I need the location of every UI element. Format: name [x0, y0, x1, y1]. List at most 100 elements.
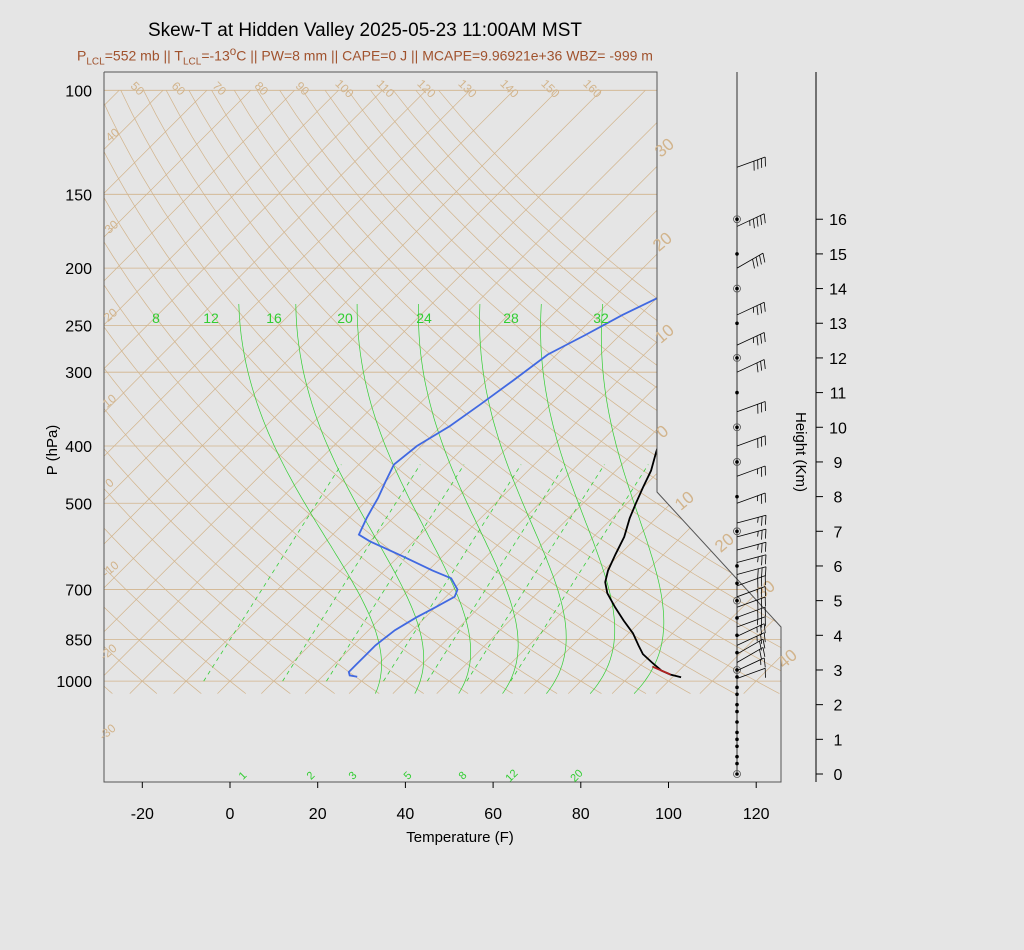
barb-shaft — [736, 657, 765, 671]
barb-shaft — [736, 465, 766, 477]
barb-flag — [763, 657, 766, 668]
height-axis-label: Height (Km) — [792, 412, 809, 492]
pressure-tick-200: 200 — [65, 261, 92, 278]
height-marker-dot — [735, 581, 739, 586]
barb-flag — [756, 362, 759, 373]
isotherm-line — [104, 90, 427, 694]
dry-adiabat — [370, 90, 781, 694]
isotherm-line — [104, 90, 383, 694]
isotherm-line — [104, 90, 471, 694]
isotherm-label: 20 — [649, 228, 676, 255]
barb-shaft — [736, 401, 766, 413]
x-tick-100: 100 — [655, 806, 682, 823]
barb-shaft — [736, 616, 766, 628]
barb-shaft — [736, 514, 767, 524]
dry-adiabat-label: 90 — [293, 79, 313, 99]
wind-barb — [736, 575, 766, 588]
height-marker-dot — [735, 356, 739, 360]
wind-barb — [736, 566, 767, 579]
dry-adiabat — [104, 90, 736, 694]
subtitle-deg: o — [229, 45, 237, 58]
isotherm-line — [104, 90, 646, 694]
dry-adiabat — [104, 90, 335, 694]
height-tick-16: 16 — [829, 212, 847, 229]
height-tick-5: 5 — [834, 594, 843, 611]
dry-adiabat-label: 80 — [252, 79, 272, 99]
barb-flag — [761, 516, 763, 526]
height-tick-11: 11 — [830, 386, 847, 403]
height-tick-13: 13 — [829, 316, 847, 333]
height-tick-6: 6 — [834, 559, 843, 576]
height-marker-dot — [735, 494, 739, 499]
isotherm-label: 10 — [651, 320, 678, 347]
dry-adiabat — [104, 90, 158, 694]
dry-adiabat-label: 60 — [169, 79, 189, 99]
barb-shaft — [736, 606, 766, 618]
barb-shaft — [736, 541, 767, 551]
isotherm-line — [104, 90, 602, 694]
height-marker-dot — [735, 425, 739, 430]
barb-flag — [765, 529, 767, 539]
barb-shaft — [736, 435, 766, 447]
wind-barb — [736, 554, 767, 566]
pressure-tick-150: 150 — [65, 187, 92, 204]
dry-adiabat — [104, 90, 469, 694]
height-marker-dot — [735, 720, 739, 724]
mixing-ratio-line — [326, 464, 465, 682]
height-marker-dot — [735, 529, 739, 534]
dry-adiabat-label: 110 — [374, 77, 398, 101]
mixing-ratio-label: 1 — [237, 770, 250, 783]
height-tick-7: 7 — [834, 524, 843, 541]
dry-adiabat — [234, 90, 781, 694]
height-marker-ring — [733, 527, 741, 536]
dry-adiabat — [104, 90, 602, 694]
height-marker-dot — [735, 730, 739, 735]
x-tick-80: 80 — [572, 806, 590, 823]
dry-adiabat-label: 50 — [128, 79, 148, 99]
plot-frame — [103, 71, 782, 783]
isotherm-line — [788, 90, 1024, 693]
subtitle-rest: C || PW=8 mm || CAPE=0 J || MCAPE=9.9692… — [236, 47, 653, 64]
isotherm-line — [348, 90, 781, 694]
wind-barb — [736, 514, 767, 526]
mixing-ratio-label: 2 — [305, 770, 318, 783]
isotherm-label: 30 — [102, 217, 121, 237]
isotherm-label: 0 — [653, 421, 672, 442]
dry-adiabat-label: 150 — [538, 77, 562, 101]
isotherm-line — [104, 90, 339, 694]
moist-adiabat — [356, 303, 472, 694]
height-marker-dot — [735, 286, 739, 291]
barb-shaft — [736, 623, 765, 637]
isotherm-line — [0, 90, 32, 693]
isotherm-label: 10 — [100, 391, 119, 411]
isotherm-label: 30 — [651, 134, 678, 161]
barb-flag — [760, 215, 763, 225]
height-marker-ring — [733, 666, 741, 674]
barb-flag — [756, 335, 759, 346]
dry-adiabat — [120, 90, 780, 694]
mixing-ratio-line — [203, 464, 342, 682]
chart-title: Skew-T at Hidden Valley 2025-05-23 11:00… — [147, 20, 583, 41]
wind-barb — [736, 638, 766, 655]
moist-adiabat-label: 8 — [152, 310, 160, 326]
isotherm-line — [104, 90, 208, 694]
height-tick-12: 12 — [829, 351, 847, 368]
height-tick-10: 10 — [829, 420, 847, 437]
y-axis-label: P (hPa) — [44, 425, 61, 476]
wind-barb — [736, 541, 767, 553]
dry-adiabat-label: 140 — [497, 77, 521, 101]
dry-adiabat — [104, 90, 513, 694]
pressure-tick-400: 400 — [65, 439, 92, 456]
barb-flag — [760, 361, 763, 371]
height-marker-dot — [735, 685, 739, 690]
height-tick-1: 1 — [834, 732, 843, 749]
wind-barb — [736, 465, 766, 477]
barb-shaft — [736, 156, 766, 168]
barb-flag — [765, 554, 767, 565]
moist-adiabat-label: 20 — [337, 310, 353, 326]
wind-barb — [736, 156, 766, 171]
wind-barb — [736, 528, 767, 540]
barb-flag — [763, 623, 766, 634]
barb-half — [757, 556, 759, 563]
